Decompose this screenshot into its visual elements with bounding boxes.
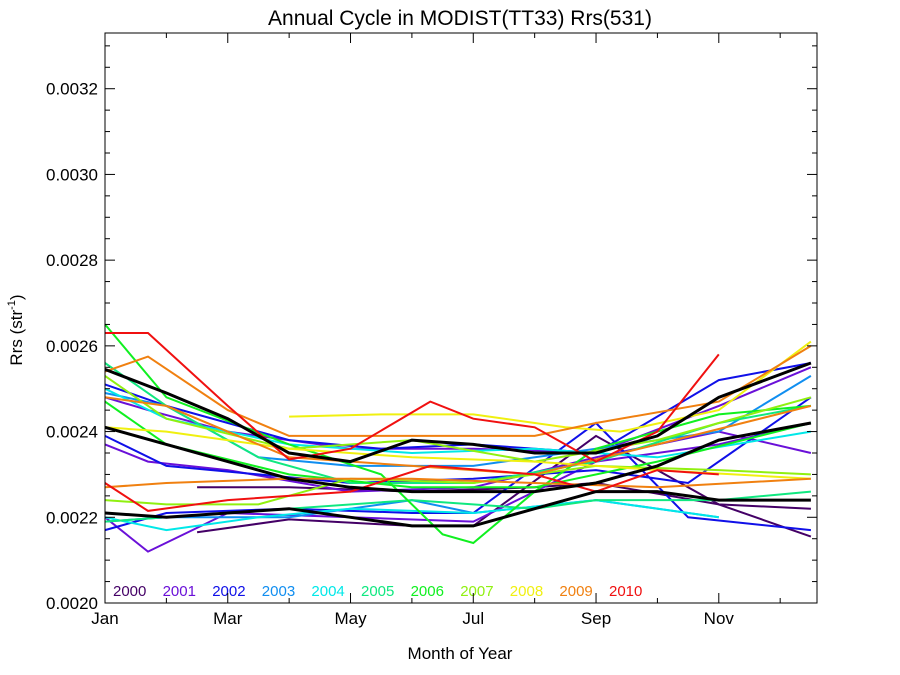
y-tick-label-0-0028: 0.0028: [46, 251, 98, 270]
x-tick-label-mar: Mar: [213, 609, 243, 628]
y-tick-label-0-0020: 0.0020: [46, 594, 98, 613]
legend-entry-2008: 2008: [510, 583, 543, 600]
axes: Jan Mar May Jul Sep Nov 0.0020 0.0022 0.0024 0.00…: [46, 32, 818, 628]
y-tick-label-0-0024: 0.0024: [46, 423, 98, 442]
legend: 2000 2001 2002 2003 2004 2005 2006 2007 2008 2009…: [113, 583, 642, 600]
x-tick-label-jul: Jul: [462, 609, 484, 628]
black-line-1: [104, 361, 812, 464]
y-tick-label-0-0022: 0.0022: [46, 508, 98, 527]
series-2008-line-1: [289, 340, 812, 433]
x-axis-label: Month of Year: [408, 644, 513, 663]
series-2009-line-2: [104, 345, 812, 437]
series-2009-line-1: [104, 477, 811, 489]
y-tick-label-0-0032: 0.0032: [46, 80, 98, 99]
series-2002-line-3: [104, 362, 812, 455]
y-tick-label-0-0026: 0.0026: [46, 337, 98, 356]
legend-entry-2005: 2005: [361, 583, 394, 600]
series-2010-line-1: [105, 332, 720, 463]
black-line-2: [104, 421, 812, 494]
legend-entry-2004: 2004: [311, 583, 344, 600]
chart-title: Annual Cycle in MODIST(TT33) Rrs(531): [268, 7, 652, 30]
legend-entry-2007: 2007: [460, 583, 493, 600]
x-tick-label-jan: Jan: [91, 609, 118, 628]
plot-lines: [104, 323, 812, 553]
legend-entry-2009: 2009: [559, 583, 592, 600]
series-2002-line-1: [104, 421, 812, 532]
legend-entry-2003: 2003: [262, 583, 295, 600]
y-axis-label-text: Rrs (str: [7, 310, 26, 366]
legend-entry-2001: 2001: [163, 583, 196, 600]
series-2007-line-1: [104, 464, 811, 506]
legend-entry-2000: 2000: [113, 583, 146, 600]
legend-entry-2006: 2006: [411, 583, 444, 600]
x-tick-label-nov: Nov: [704, 609, 735, 628]
plot-frame: [104, 32, 818, 604]
y-axis-label-superscript: -1: [6, 300, 18, 310]
legend-entry-2010: 2010: [609, 583, 642, 600]
x-tick-label-may: May: [334, 609, 367, 628]
y-axis-label-suffix: ): [7, 294, 26, 300]
y-axis-label: Rrs (str-1): [6, 294, 26, 365]
black-line-3: [104, 490, 811, 528]
legend-entry-2002: 2002: [212, 583, 245, 600]
x-tick-label-sep: Sep: [581, 609, 611, 628]
series-2009-line-3: [104, 396, 812, 476]
series-2010-line-2: [104, 464, 719, 512]
y-tick-label-0-0030: 0.0030: [46, 165, 98, 184]
